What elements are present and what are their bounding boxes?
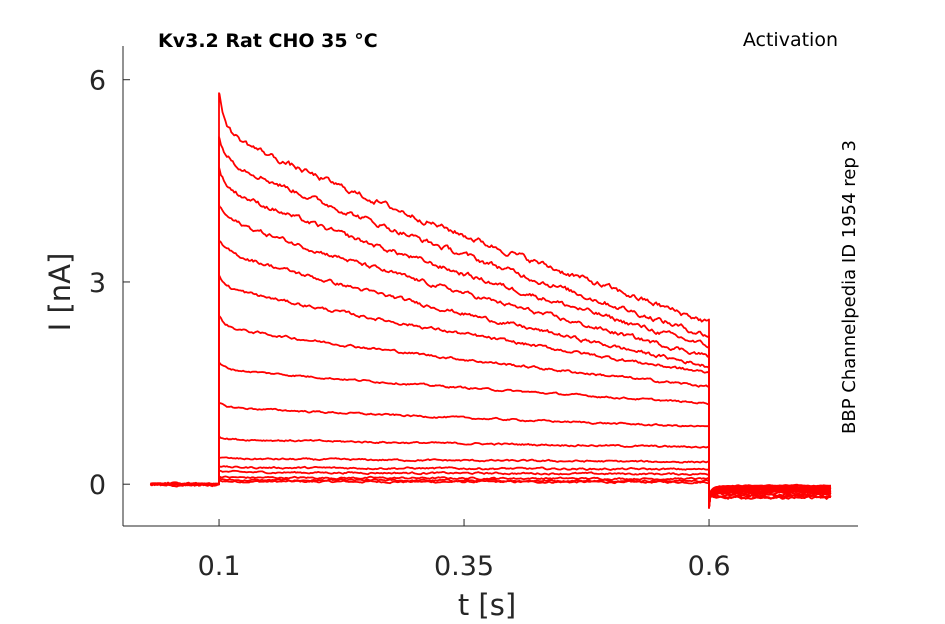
x-ticks: 0.1 0.35 0.6	[198, 519, 731, 582]
y-ticks: 0 3 6	[89, 66, 130, 501]
y-tick-label: 6	[89, 66, 106, 97]
x-axis-label: t [s]	[458, 588, 516, 622]
x-tick-label: 0.6	[688, 551, 731, 582]
current-trace-line	[150, 166, 832, 509]
x-tick-label: 0.35	[434, 551, 494, 582]
current-trace-line	[150, 136, 832, 509]
chart-subtitle: Activation	[743, 29, 838, 51]
source-annotation: BBP Channelpedia ID 1954 rep 3	[839, 140, 860, 434]
current-trace-line	[149, 92, 832, 509]
current-trace-line	[150, 475, 832, 509]
current-traces	[149, 92, 832, 509]
y-tick-label: 0	[89, 470, 106, 501]
x-tick-label: 0.1	[198, 551, 241, 582]
y-axis-label: I [nA]	[43, 253, 77, 332]
y-tick-label: 3	[89, 268, 106, 299]
chart-title: Kv3.2 Rat CHO 35 °C	[158, 30, 378, 52]
current-trace-line	[149, 203, 832, 509]
current-trace-line	[150, 314, 832, 509]
